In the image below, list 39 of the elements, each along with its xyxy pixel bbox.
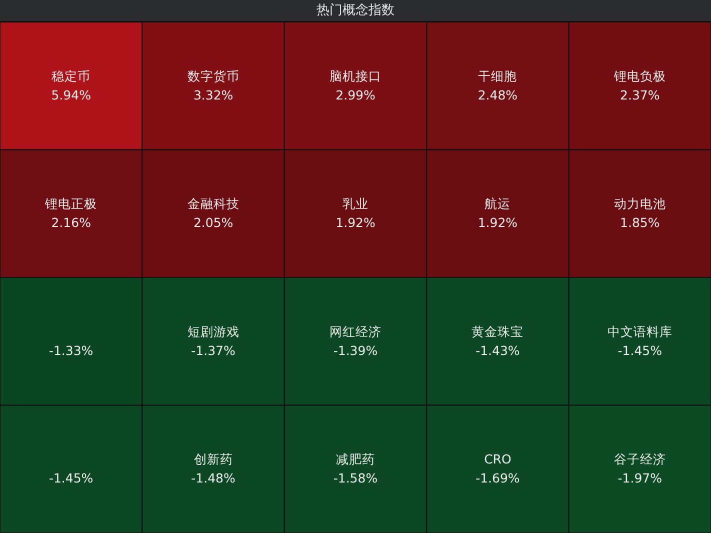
- data-label: 5.94%: [51, 87, 92, 102]
- data-label: 2.16%: [51, 215, 92, 230]
- data-label: 1.92%: [478, 215, 518, 230]
- data-label: -1.33%: [48, 342, 94, 358]
- category-label: 黄金珠宝: [472, 324, 524, 339]
- data-label: 2.05%: [193, 215, 234, 230]
- data-label: 1.85%: [620, 215, 660, 230]
- data-label: 3.32%: [193, 87, 234, 102]
- category-label: 谷子经济: [614, 452, 666, 467]
- category-label: 动力电池: [614, 196, 666, 212]
- category-label: 脑机接口: [330, 68, 382, 84]
- data-label: -1.58%: [333, 470, 378, 486]
- category-label: 网红经济: [330, 324, 382, 339]
- data-label: -1.69%: [476, 470, 520, 486]
- data-label: -1.45%: [618, 342, 662, 358]
- category-label: 航运: [484, 196, 511, 212]
- category-label: 短剧游戏: [187, 324, 240, 339]
- data-label: 2.37%: [620, 87, 660, 102]
- category-label: CRO: [484, 452, 512, 467]
- text: 热门概念指数: [316, 2, 394, 18]
- category-label: 数字货币: [187, 68, 240, 84]
- category-label: 金融科技: [187, 196, 240, 212]
- data-label: 2.48%: [478, 87, 518, 102]
- category-label: 稳定币: [52, 68, 91, 84]
- category-label: 减肥药: [336, 452, 375, 467]
- data-label: -1.48%: [191, 470, 236, 486]
- data-label: -1.39%: [333, 342, 378, 358]
- category-label: 创新药: [194, 452, 233, 467]
- data-label: -1.43%: [476, 342, 520, 358]
- data-label: -1.97%: [618, 470, 662, 486]
- data-label: -1.45%: [48, 470, 94, 486]
- category-label: 锂电正极: [44, 196, 98, 212]
- category-label: 中文语料库: [607, 324, 672, 339]
- category-label: 干细胞: [478, 68, 518, 84]
- category-label: 乳业: [342, 196, 368, 212]
- data-label: 2.99%: [336, 87, 376, 102]
- category-label: 锂电负极: [612, 68, 666, 84]
- data-label: -1.37%: [191, 342, 236, 358]
- data-label: 1.92%: [336, 215, 376, 230]
